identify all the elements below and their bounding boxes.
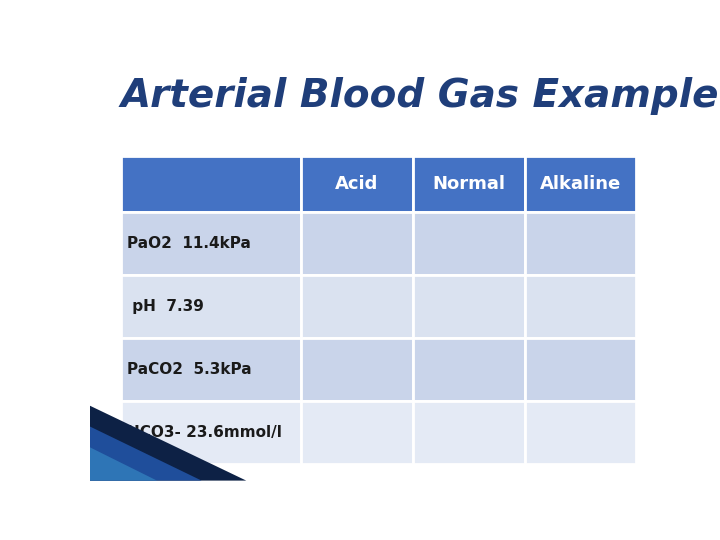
Text: PaO2  11.4kPa: PaO2 11.4kPa [127, 237, 251, 251]
Text: PaCO2  5.3kPa: PaCO2 5.3kPa [127, 362, 252, 377]
Text: Alkaline: Alkaline [540, 176, 621, 193]
FancyBboxPatch shape [524, 275, 636, 338]
FancyBboxPatch shape [413, 212, 524, 275]
FancyBboxPatch shape [301, 275, 413, 338]
FancyBboxPatch shape [121, 156, 301, 212]
Text: Acid: Acid [336, 176, 379, 193]
Text: pH  7.39: pH 7.39 [127, 299, 204, 314]
FancyBboxPatch shape [524, 338, 636, 401]
FancyBboxPatch shape [524, 212, 636, 275]
FancyBboxPatch shape [413, 156, 524, 212]
FancyBboxPatch shape [524, 401, 636, 464]
FancyBboxPatch shape [301, 156, 413, 212]
Polygon shape [90, 406, 246, 481]
FancyBboxPatch shape [413, 275, 524, 338]
FancyBboxPatch shape [301, 338, 413, 401]
Text: Normal: Normal [432, 176, 505, 193]
FancyBboxPatch shape [301, 401, 413, 464]
Text: HCO3- 23.6mmol/l: HCO3- 23.6mmol/l [127, 425, 282, 440]
FancyBboxPatch shape [121, 212, 301, 275]
FancyBboxPatch shape [121, 401, 301, 464]
FancyBboxPatch shape [121, 275, 301, 338]
Polygon shape [90, 447, 157, 481]
FancyBboxPatch shape [524, 156, 636, 212]
FancyBboxPatch shape [121, 338, 301, 401]
Polygon shape [90, 427, 202, 481]
FancyBboxPatch shape [301, 212, 413, 275]
FancyBboxPatch shape [413, 401, 524, 464]
FancyBboxPatch shape [413, 338, 524, 401]
Text: Arterial Blood Gas Example -6: Arterial Blood Gas Example -6 [121, 77, 720, 115]
